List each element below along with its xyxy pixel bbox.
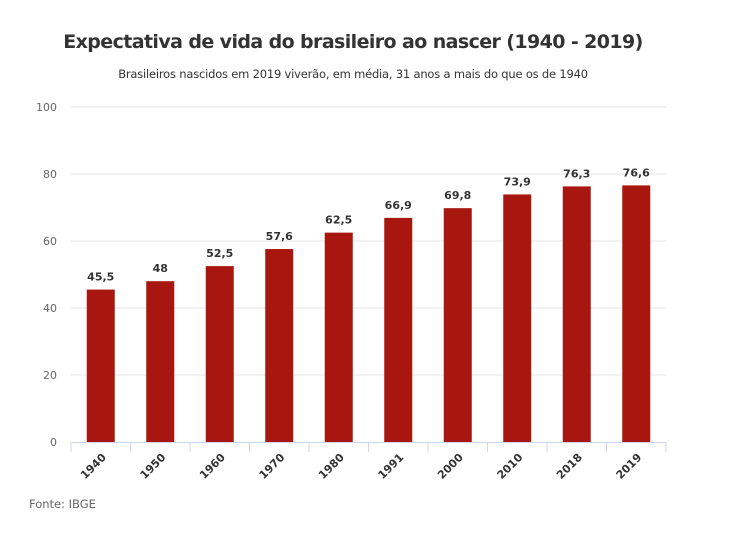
- data-label: 48: [153, 262, 168, 275]
- x-tick-label: 1960: [197, 451, 228, 482]
- x-tick-label: 1950: [138, 451, 169, 482]
- y-tick-label: 20: [43, 369, 57, 382]
- x-tick-label: 2019: [614, 451, 645, 482]
- bar: [86, 289, 115, 442]
- data-label: 45,5: [87, 271, 114, 284]
- chart-subtitle: Brasileiros nascidos em 2019 viverão, em…: [118, 67, 588, 81]
- bar: [622, 185, 651, 442]
- bar: [443, 208, 472, 442]
- data-label: 52,5: [206, 247, 233, 260]
- x-tick-label: 1991: [376, 451, 407, 482]
- bar: [265, 249, 294, 442]
- data-label: 57,6: [266, 230, 293, 243]
- y-tick-label: 100: [36, 101, 57, 114]
- x-tick-label: 2010: [495, 451, 526, 482]
- x-tick-label: 2000: [435, 451, 466, 482]
- bar: [562, 186, 591, 442]
- x-tick-label: 2018: [554, 451, 585, 482]
- data-label: 73,9: [504, 175, 531, 188]
- data-label: 76,3: [563, 167, 590, 180]
- data-label: 69,8: [444, 189, 471, 202]
- x-tick-label: 1980: [316, 451, 347, 482]
- data-label: 62,5: [325, 214, 352, 227]
- y-tick-label: 40: [43, 302, 57, 315]
- y-tick-label: 60: [43, 235, 57, 248]
- x-tick-label: 1940: [78, 451, 109, 482]
- bar: [205, 266, 234, 442]
- y-tick-label: 0: [50, 436, 57, 449]
- bar: [503, 194, 532, 442]
- source-note: Fonte: IBGE: [29, 497, 96, 511]
- data-label: 76,6: [623, 166, 650, 179]
- data-label: 66,9: [385, 199, 412, 212]
- bar: [324, 232, 353, 442]
- chart-title: Expectativa de vida do brasileiro ao nas…: [63, 31, 643, 53]
- bar: [384, 217, 413, 442]
- bar: [146, 281, 175, 442]
- y-tick-label: 80: [43, 168, 57, 181]
- x-tick-label: 1970: [257, 451, 288, 482]
